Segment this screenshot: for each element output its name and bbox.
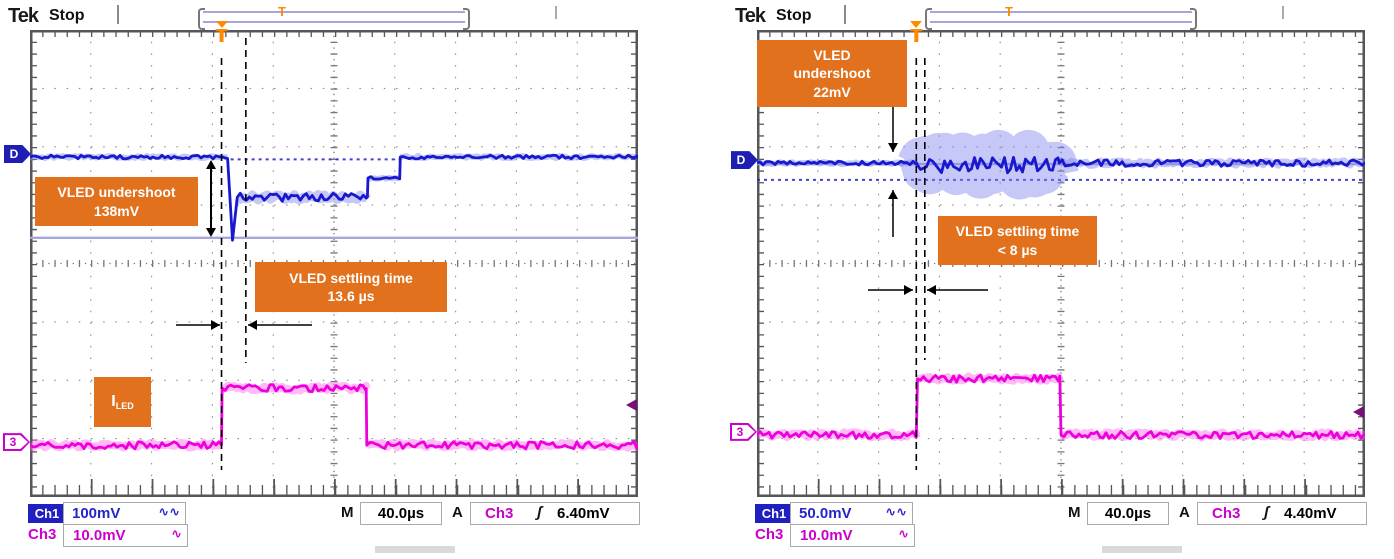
ch1-scale-value: 50.0mV xyxy=(799,505,852,522)
bar-trigger-marker-icon: T xyxy=(278,4,286,19)
ch1-scale-value: 100mV xyxy=(72,505,121,522)
trigger-source: Ch3 xyxy=(1212,505,1241,522)
menu-remnant-strip xyxy=(1102,546,1182,553)
timebase-label: M xyxy=(1068,504,1081,521)
menu-remnant-strip xyxy=(375,546,455,553)
trigger-position-marker-icon: T xyxy=(907,21,925,45)
timebase-value: 40.0µs xyxy=(1087,502,1169,525)
ch3-label: Ch3 xyxy=(755,526,784,543)
acquisition-trigger-label: A xyxy=(1179,504,1190,521)
bar-tick xyxy=(555,6,557,19)
bar-trigger-marker-icon: T xyxy=(1005,4,1013,19)
timebase-label: M xyxy=(341,504,354,521)
ch3-scale-value: 10.0mV xyxy=(73,527,126,544)
acquisition-status: Stop xyxy=(776,7,812,24)
ch3-coupling-icon: ∿ xyxy=(898,526,909,541)
trigger-level-marker-icon xyxy=(1353,406,1364,418)
ch1-scale-box: 50.0mV ∿∿ xyxy=(790,502,913,525)
trigger-readout-box: Ch3 ʃ 6.40mV xyxy=(470,502,640,525)
trigger-readout-box: Ch3 ʃ 4.40mV xyxy=(1197,502,1367,525)
annotation-iled-label: ILED xyxy=(94,377,151,427)
tek-logo: Tek xyxy=(735,5,766,27)
ch1-reference-marker: D xyxy=(4,145,31,164)
ch3-scale-value: 10.0mV xyxy=(800,527,853,544)
ch1-badge: Ch1 xyxy=(755,504,793,523)
trigger-level-marker-icon xyxy=(626,399,637,411)
header-separator xyxy=(844,5,846,24)
trigger-position-marker-icon: T xyxy=(213,21,231,45)
bar-tick xyxy=(1282,6,1284,19)
trigger-slope-icon: ʃ xyxy=(537,504,542,521)
ch3-scale-box: 10.0mV ∿ xyxy=(63,524,188,547)
graticule-left xyxy=(30,30,638,497)
annotation-vled-undershoot: VLED undershoot 138mV xyxy=(35,177,198,226)
header-separator xyxy=(117,5,119,24)
ch3-scale-box: 10.0mV ∿ xyxy=(790,524,915,547)
scope-capture-left: Tek Stop T T D 3 VLED undershoot 138mV V… xyxy=(0,0,667,559)
ch3-coupling-icon: ∿ xyxy=(171,526,182,541)
acquisition-window-bar xyxy=(198,8,470,30)
trigger-arrow-icon xyxy=(215,21,228,28)
trigger-arrow-icon xyxy=(910,21,923,28)
trigger-source: Ch3 xyxy=(485,505,514,522)
ch3-channel-marker: 3 xyxy=(3,433,30,452)
acquisition-status: Stop xyxy=(49,7,85,24)
trigger-level-value: 6.40mV xyxy=(557,505,610,522)
graticule-right xyxy=(757,30,1365,497)
tek-logo: Tek xyxy=(8,5,39,27)
ch1-reference-marker: D xyxy=(731,151,758,170)
ch3-label: Ch3 xyxy=(28,526,57,543)
annotation-vled-settling-time: VLED settling time < 8 µs xyxy=(938,216,1097,265)
trigger-level-value: 4.40mV xyxy=(1284,505,1337,522)
annotation-vled-undershoot: VLED undershoot 22mV xyxy=(757,40,907,107)
ch3-channel-marker: 3 xyxy=(730,422,757,441)
ch1-coupling-icon: ∿∿ xyxy=(885,504,907,519)
trigger-slope-icon: ʃ xyxy=(1264,504,1269,521)
scope-capture-right: Tek Stop T T D 3 VLED undershoot 22mV VL… xyxy=(727,0,1394,559)
ch1-scale-box: 100mV ∿∿ xyxy=(63,502,186,525)
ch1-coupling-icon: ∿∿ xyxy=(158,504,180,519)
annotation-vled-settling-time: VLED settling time 13.6 µs xyxy=(255,262,447,312)
timebase-value: 40.0µs xyxy=(360,502,442,525)
acquisition-window-bar xyxy=(925,8,1197,30)
ch1-badge: Ch1 xyxy=(28,504,66,523)
acquisition-trigger-label: A xyxy=(452,504,463,521)
